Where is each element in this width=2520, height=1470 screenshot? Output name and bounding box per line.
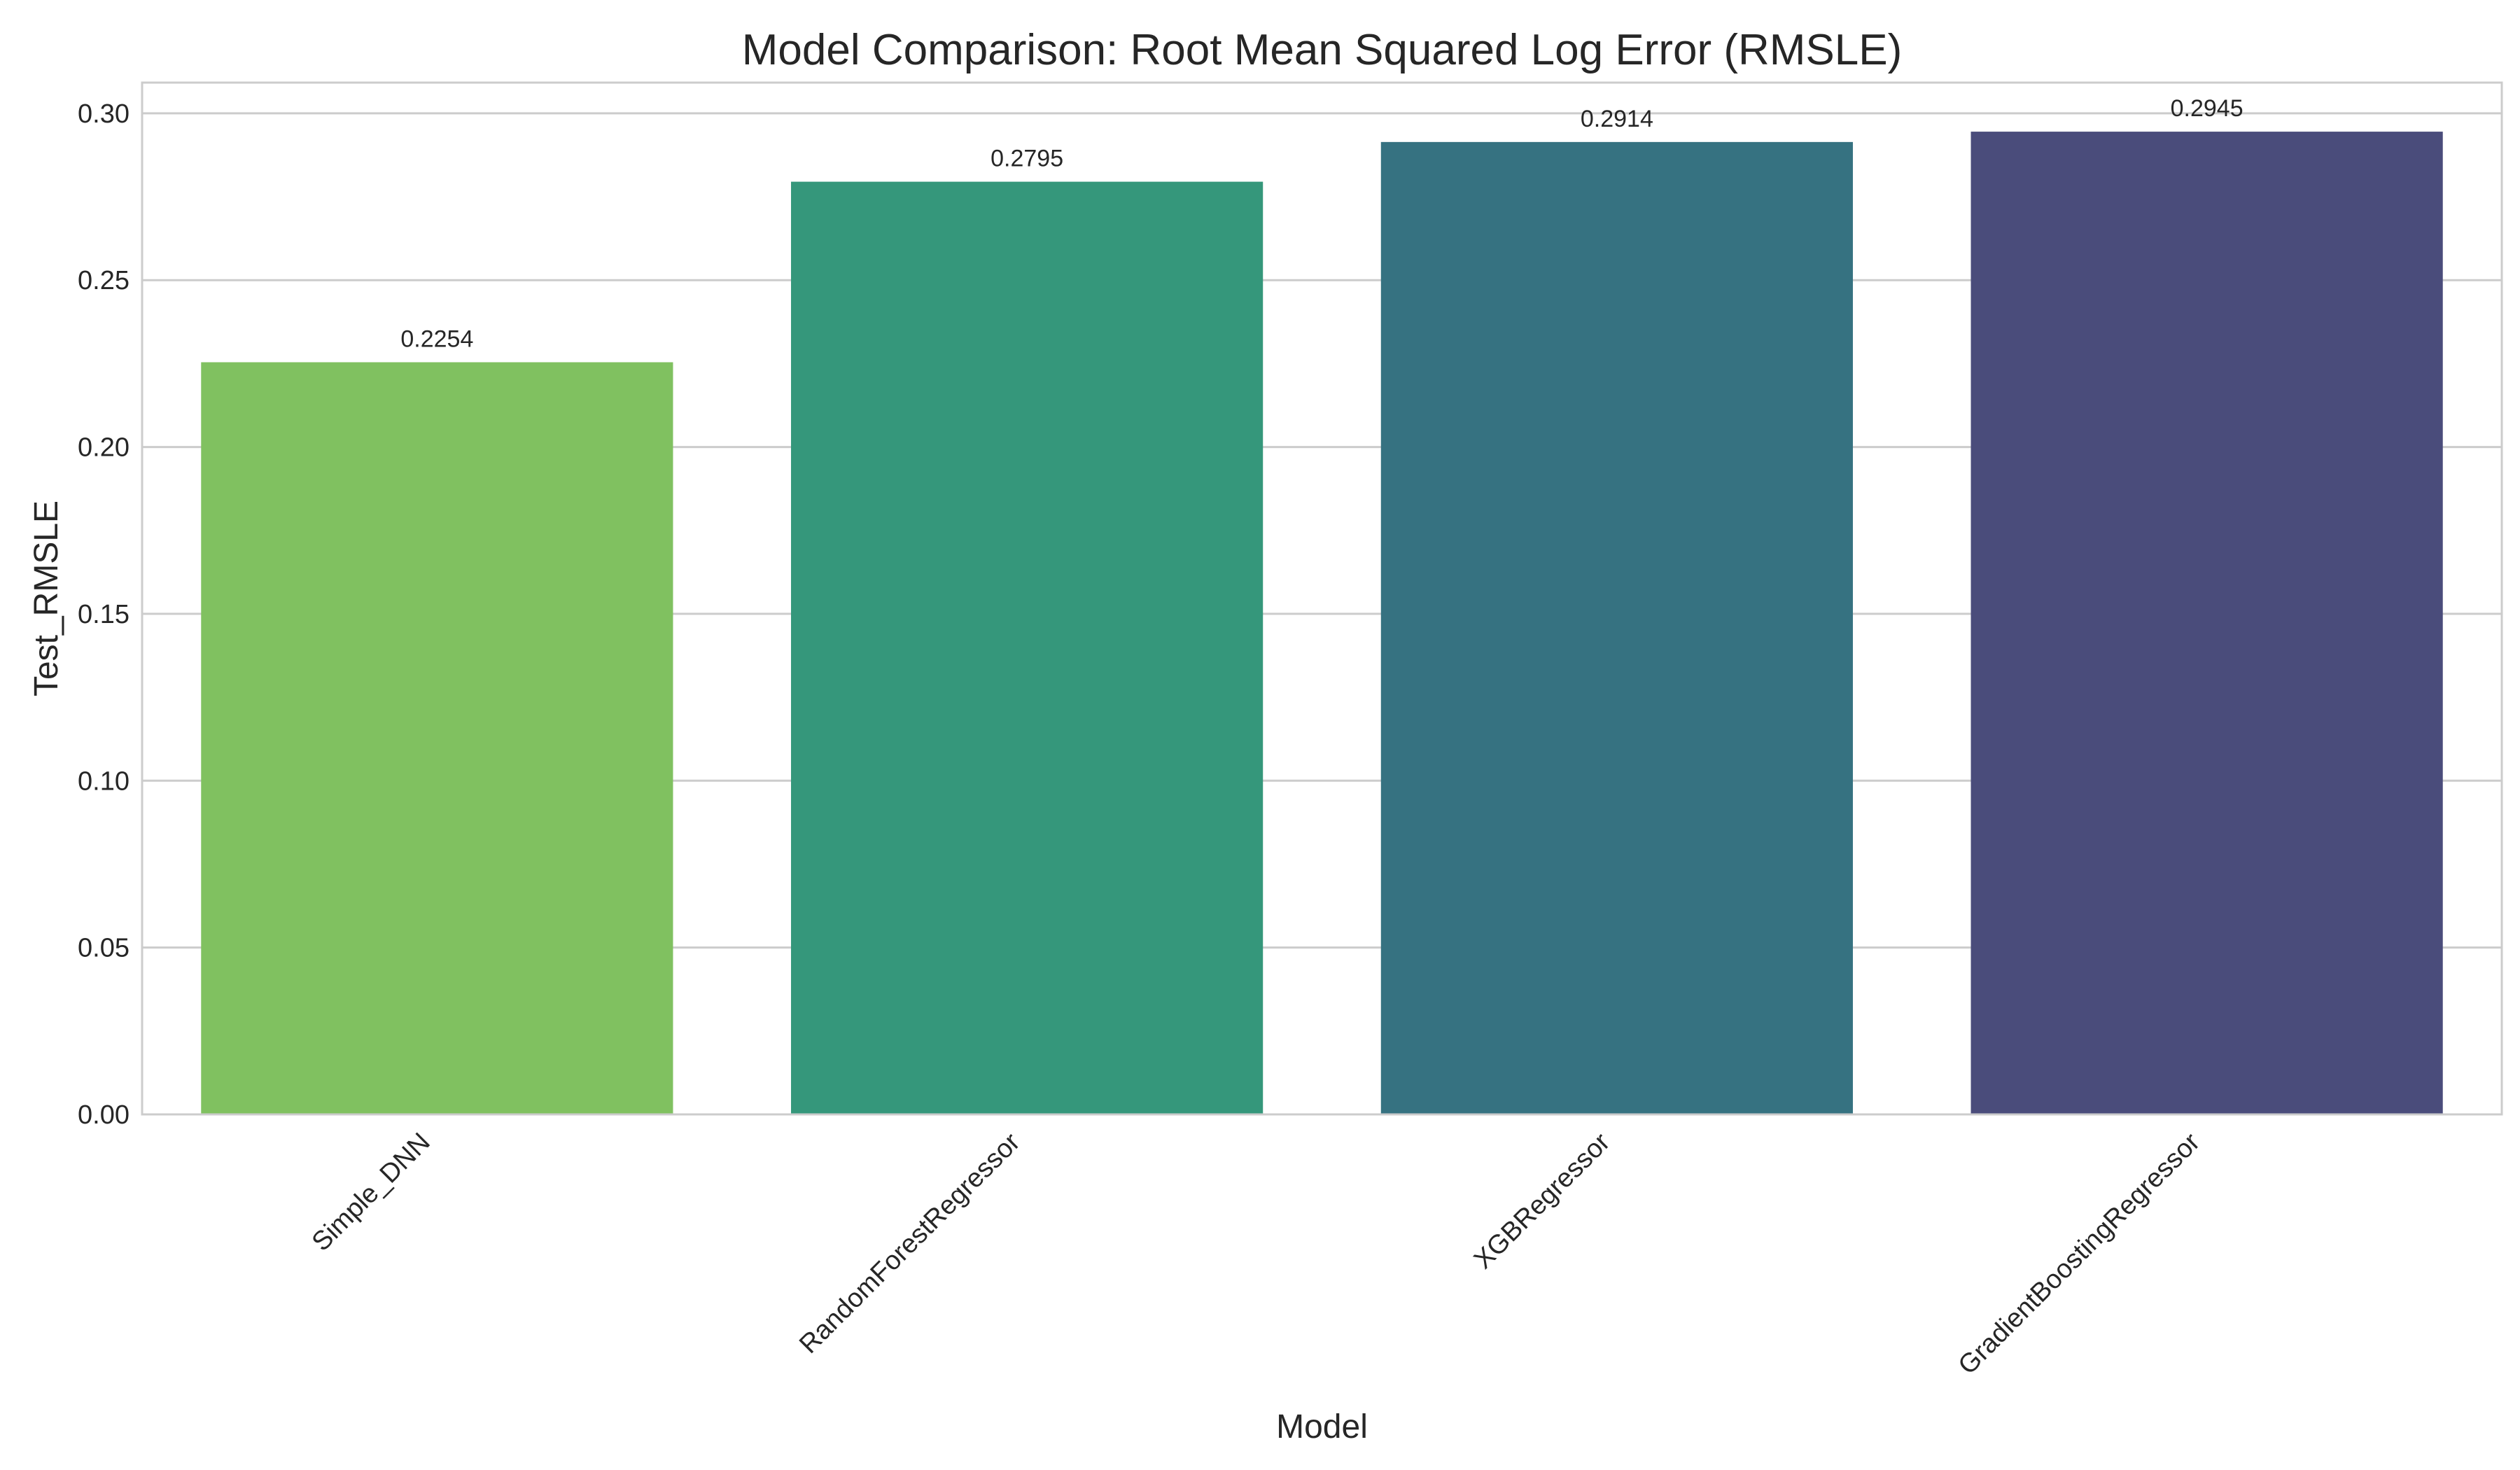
x-tick-label: Simple_DNN xyxy=(307,1128,436,1257)
y-tick-label: 0.10 xyxy=(78,766,130,796)
value-labels: 0.2254 0.2795 0.2914 0.2945 xyxy=(400,95,2243,352)
y-tick-label: 0.30 xyxy=(78,99,130,129)
plot-frame xyxy=(141,81,2503,1116)
bar xyxy=(201,362,673,1115)
y-tick-labels: 0.00 0.05 0.10 0.15 0.20 0.25 0.30 xyxy=(78,99,130,1130)
x-axis-label: Model xyxy=(1276,1408,1368,1446)
y-tick-label: 0.25 xyxy=(78,266,130,295)
y-tick-label: 0.00 xyxy=(78,1100,130,1130)
bar xyxy=(1970,132,2443,1115)
y-tick-label: 0.15 xyxy=(78,600,130,629)
bar xyxy=(1380,141,1853,1114)
chart-title: Model Comparison: Root Mean Squared Log … xyxy=(742,26,1903,74)
bar-value-label: 0.2945 xyxy=(2171,95,2244,122)
x-tick-labels: Simple_DNN RandomForestRegressor XGBRegres… xyxy=(307,1127,2206,1380)
x-tick-label: GradientBoostingRegressor xyxy=(1953,1127,2206,1380)
x-tick-label: XGBRegressor xyxy=(1469,1127,1616,1275)
y-tick-label: 0.05 xyxy=(78,934,130,963)
bar-value-label: 0.2795 xyxy=(990,146,1063,172)
y-tick-label: 0.20 xyxy=(78,433,130,463)
x-tick-label: RandomForestRegressor xyxy=(794,1127,1026,1359)
bar-value-label: 0.2914 xyxy=(1581,106,1653,132)
bar-value-label: 0.2254 xyxy=(400,326,473,352)
y-axis-label: Test_RMSLE xyxy=(28,500,65,696)
bar xyxy=(791,181,1264,1114)
bar-layer xyxy=(201,132,2443,1115)
